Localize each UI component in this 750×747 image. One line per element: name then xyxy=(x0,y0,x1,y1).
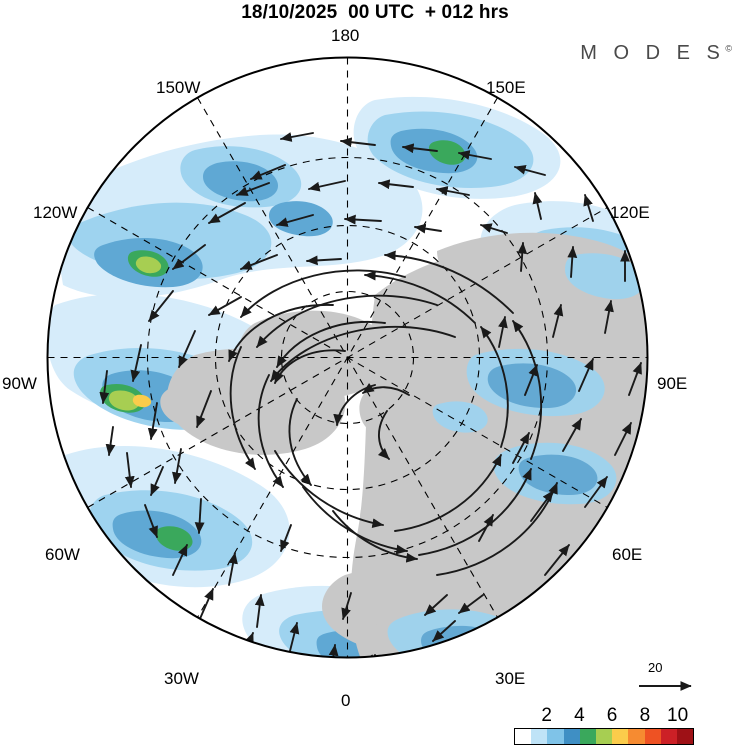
vector-key-arrow xyxy=(637,679,701,698)
polar-map-svg xyxy=(46,56,649,659)
colorbar-ticks: 2 4 6 8 10 xyxy=(514,705,694,727)
colorbar-band-10 xyxy=(676,729,694,744)
modes-logo: M O D E S© xyxy=(580,42,732,65)
colorbar-band-5 xyxy=(595,729,613,744)
colorbar-band-4 xyxy=(579,729,596,744)
colorbar-band-0 xyxy=(515,729,532,744)
colorbar-band-8 xyxy=(644,729,661,744)
colorbar-tick-6: 6 xyxy=(606,705,618,726)
lon-label-120w: 120W xyxy=(33,203,78,222)
colorbar-tick-10: 10 xyxy=(667,705,689,726)
colorbar-band-1 xyxy=(531,729,548,744)
polar-map: 180 150W 150E 120W 120E 90W 90E 60W 60E … xyxy=(2,26,687,710)
colorbar-tick-4: 4 xyxy=(574,705,585,726)
colorbar-tick-8: 8 xyxy=(639,705,651,726)
lon-label-180: 180 xyxy=(331,26,360,45)
lon-label-60e: 60E xyxy=(612,545,643,564)
wind-vectors xyxy=(99,132,642,658)
colorbar-band-7 xyxy=(628,729,645,744)
lon-label-60w: 60W xyxy=(45,545,80,564)
modes-logo-text: M O D E S xyxy=(580,42,726,64)
colorbar-band-6 xyxy=(612,729,629,744)
colorbar-band-3 xyxy=(563,729,580,744)
lon-label-90w: 90W xyxy=(2,374,37,393)
lon-label-0: 0 xyxy=(341,691,351,710)
colorbar xyxy=(514,728,694,745)
lon-label-150w: 150W xyxy=(156,78,201,97)
colorbar-band-2 xyxy=(547,729,564,744)
vector-key-label: 20 xyxy=(648,660,663,675)
colorbar-band-9 xyxy=(660,729,677,744)
copyright-mark: © xyxy=(725,43,732,54)
globe-outline xyxy=(46,56,649,659)
graticule xyxy=(47,57,648,658)
lon-label-90e: 90E xyxy=(657,374,688,393)
lon-label-150e: 150E xyxy=(486,78,526,97)
chart-title: 18/10/2025 00 UTC + 012 hrs xyxy=(241,2,509,23)
colorbar-tick-2: 2 xyxy=(541,705,552,726)
lon-label-30w: 30W xyxy=(164,669,199,688)
lon-label-120e: 120E xyxy=(610,203,650,222)
lon-label-30e: 30E xyxy=(495,669,526,688)
